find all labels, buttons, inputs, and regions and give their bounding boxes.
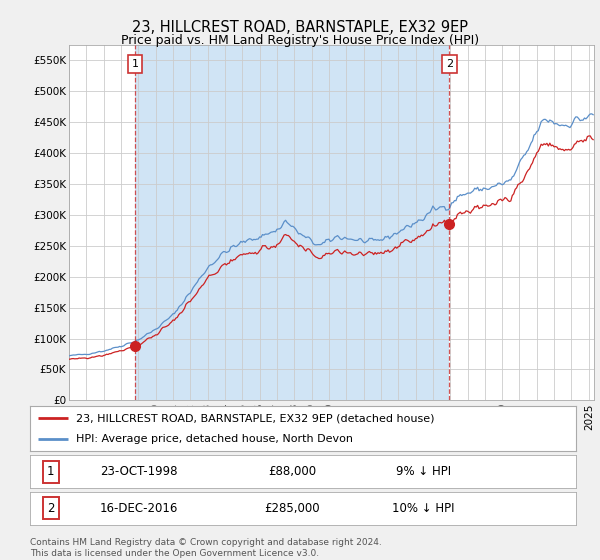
Text: 9% ↓ HPI: 9% ↓ HPI [395,465,451,478]
Text: 1: 1 [47,465,55,478]
Text: 23, HILLCREST ROAD, BARNSTAPLE, EX32 9EP (detached house): 23, HILLCREST ROAD, BARNSTAPLE, EX32 9EP… [76,413,435,423]
Text: 1: 1 [131,59,139,69]
Text: 10% ↓ HPI: 10% ↓ HPI [392,502,454,515]
Text: 16-DEC-2016: 16-DEC-2016 [100,502,178,515]
Text: 23, HILLCREST ROAD, BARNSTAPLE, EX32 9EP: 23, HILLCREST ROAD, BARNSTAPLE, EX32 9EP [132,20,468,35]
Text: Price paid vs. HM Land Registry's House Price Index (HPI): Price paid vs. HM Land Registry's House … [121,34,479,46]
Text: £88,000: £88,000 [268,465,316,478]
Text: 23-OCT-1998: 23-OCT-1998 [100,465,178,478]
Text: HPI: Average price, detached house, North Devon: HPI: Average price, detached house, Nort… [76,433,353,444]
Text: 2: 2 [446,59,453,69]
Text: 2: 2 [47,502,55,515]
Text: Contains HM Land Registry data © Crown copyright and database right 2024.
This d: Contains HM Land Registry data © Crown c… [30,538,382,558]
Text: £285,000: £285,000 [264,502,320,515]
Bar [135,45,449,400]
